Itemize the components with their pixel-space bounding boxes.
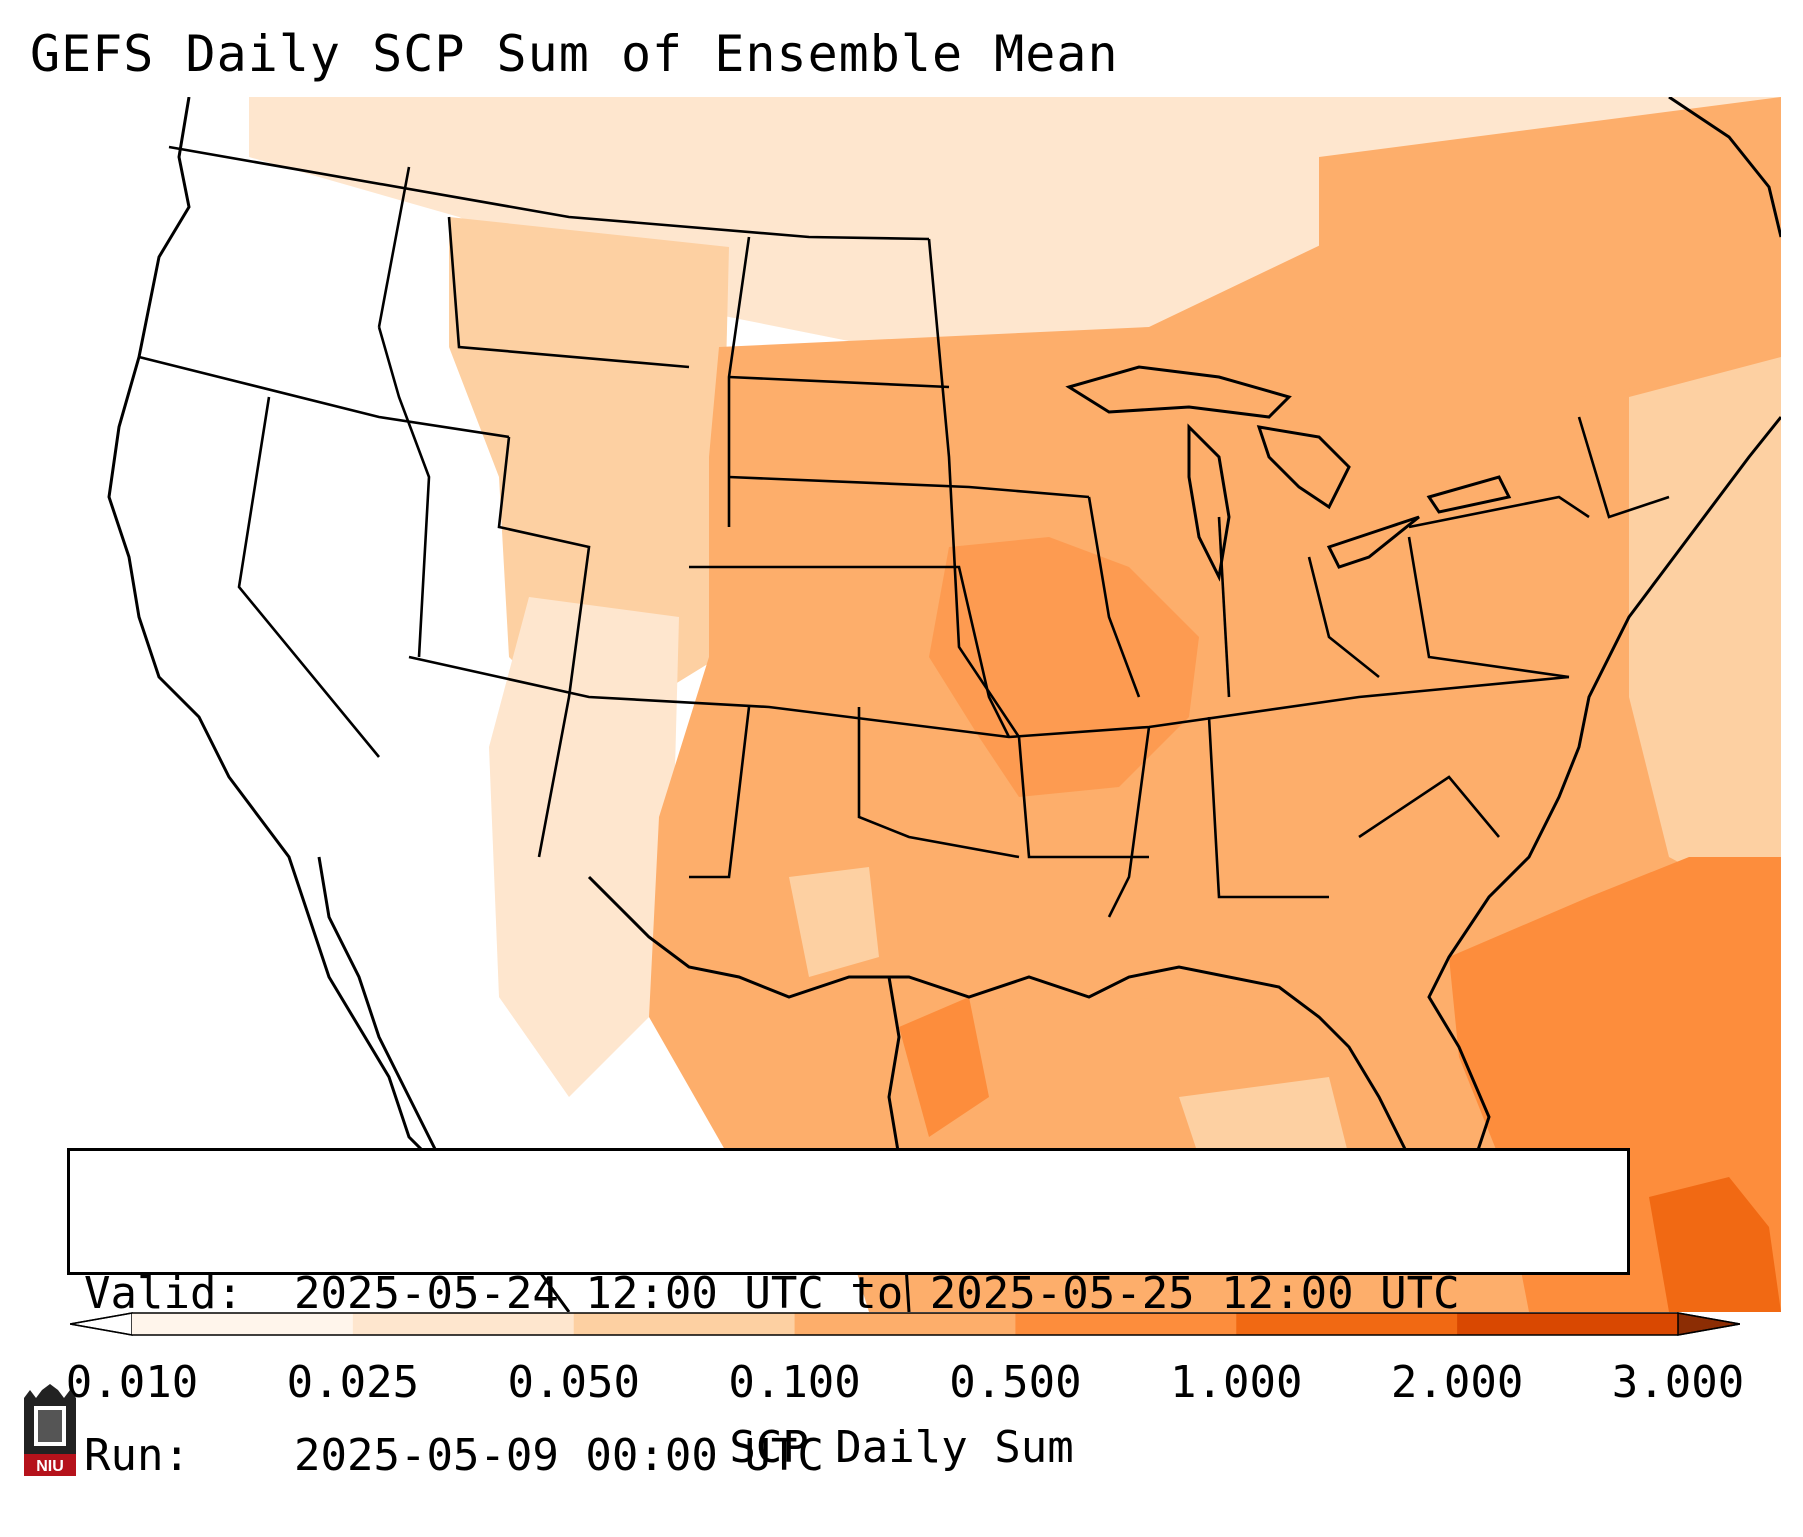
colorbar-tick-label: 1.000 [1170, 1357, 1303, 1408]
colorbar-tick-label: 2.000 [1390, 1357, 1524, 1408]
border-ms-al [1107, 726, 1151, 918]
validity-info-box: Valid: 2025-05-24 12:00 UTC to 2025-05-2… [67, 1148, 1630, 1481]
border-sd-ne-ia [728, 475, 1090, 499]
run-key: Run: [84, 1430, 190, 1481]
logo-text: NIU [36, 1458, 64, 1475]
map-title: GEFS Daily SCP Sum of Ensemble Mean [30, 25, 1119, 83]
colorbar-tick-label: 0.010 [65, 1357, 199, 1408]
colorbar-tick-label: 0.500 [949, 1357, 1082, 1408]
border-southern-36 [408, 655, 1570, 739]
great-lakes [1065, 365, 1512, 582]
colorbar-over-triangle [1677, 1312, 1740, 1336]
canada-coast [1668, 97, 1781, 238]
border-nd-sd [728, 375, 950, 389]
border-al-ga [1207, 716, 1329, 899]
shade-rockies-medium [449, 217, 729, 737]
colorbar-tick-label: 0.100 [728, 1357, 861, 1408]
valid-line: Valid: 2025-05-24 12:00 UTC to 2025-05-2… [84, 1267, 1613, 1321]
run-line: Run: 2025-05-09 00:00 UTC [84, 1429, 1613, 1483]
colorbar-segment [1236, 1313, 1458, 1335]
border-pa-va [1407, 536, 1570, 679]
shade-canada-east [1319, 97, 1781, 397]
run-value: 2025-05-09 00:00 UTC [294, 1430, 824, 1481]
border-or-ca-id [138, 355, 510, 439]
border-ar-la [1017, 736, 1149, 859]
colorbar-segments [70, 1312, 1740, 1336]
scp-map [29, 97, 1781, 1312]
border-oh-wv [1307, 556, 1380, 679]
border-ny-pa [1408, 495, 1590, 529]
border-new-england [1577, 416, 1670, 519]
colorbar-under-triangle [70, 1312, 133, 1336]
state-borders [138, 145, 1670, 918]
lake-ontario [1426, 475, 1512, 514]
shade-caribbean-max [1649, 1177, 1781, 1312]
colorbar [70, 1312, 1740, 1336]
shade-southwest-light [489, 597, 679, 1097]
border-us-canada-west [168, 145, 930, 241]
border-ne-ks [689, 565, 1011, 738]
colorbar-tick-labels: 0.010 0.025 0.050 0.100 0.500 1.000 2.000 3.000 [0, 1355, 1803, 1415]
colorbar-tick-label: 3.000 [1611, 1357, 1745, 1408]
logo-window-inner [38, 1410, 62, 1442]
border-ca-nv [237, 396, 381, 758]
border-ga-sc [1358, 775, 1500, 839]
border-mt-wy [447, 216, 690, 369]
colorbar-segment [352, 1313, 575, 1335]
lake-erie [1326, 515, 1420, 569]
colorbar-segment [794, 1313, 1016, 1335]
colorbar-segment [1457, 1313, 1679, 1335]
shade-texas-coast [899, 997, 989, 1137]
valid-value: 2025-05-24 12:00 UTC to 2025-05-25 12:00… [294, 1268, 1460, 1319]
colorbar-outline [70, 1312, 1740, 1336]
valid-key: Valid: [84, 1268, 243, 1319]
colorbar-segment [132, 1313, 354, 1335]
border-id-nv [377, 326, 431, 658]
colorbar-tick-label: 0.050 [507, 1357, 640, 1408]
border-ut-co [497, 436, 591, 858]
shade-texas-light [789, 867, 879, 977]
shade-midwest-enhanced [929, 537, 1199, 797]
colorbar-segment [1015, 1313, 1237, 1335]
niu-logo: NIU [24, 1384, 76, 1476]
colorbar-tick-label: 0.025 [286, 1357, 420, 1408]
border-in-oh [1217, 516, 1231, 698]
baja-coast [317, 856, 441, 1158]
border-wa-id [377, 166, 411, 328]
border-il-in [1087, 496, 1141, 698]
border-nm-tx [689, 706, 751, 879]
border-ok-tx [857, 707, 1020, 859]
map-panel [29, 97, 1781, 1312]
lake-superior [1065, 365, 1292, 419]
colorbar-label: SCP Daily Sum [729, 1422, 1074, 1473]
lake-huron [1256, 425, 1351, 510]
colorbar-segment [573, 1313, 796, 1335]
logo-badge [24, 1454, 76, 1476]
